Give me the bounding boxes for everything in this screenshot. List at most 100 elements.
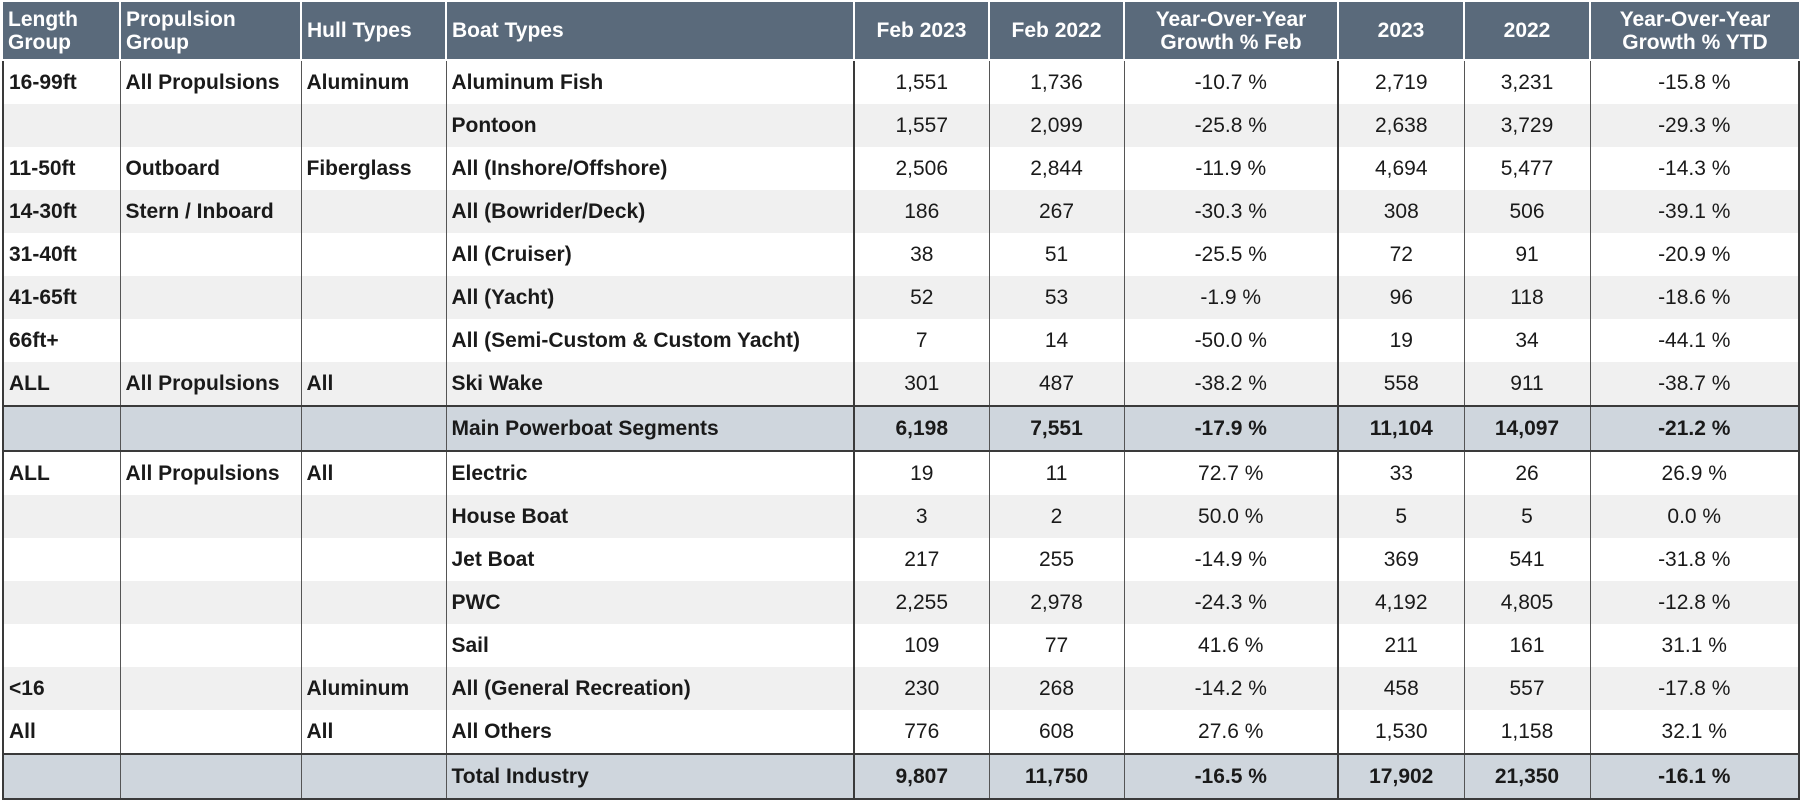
cell-feb-2023: 3: [854, 495, 990, 538]
cell-ytd-2022: 34: [1464, 319, 1591, 362]
cell-ytd-2023: 96: [1338, 276, 1465, 319]
summary-row: Total Industry 9,807 11,750 -16.5 % 17,902 21…: [2, 753, 1800, 800]
cell-hull-type: Aluminum: [301, 60, 447, 104]
cell-feb-2022: 53: [989, 276, 1125, 319]
cell-yoy-growth-ytd: -29.3 %: [1590, 104, 1800, 147]
cell-ytd-2022: 14,097: [1464, 405, 1591, 452]
table-row: 41-65ft All (Yacht) 52 53 -1.9 % 96 118 -18.6 %: [2, 276, 1800, 319]
cell-ytd-2023: 558: [1338, 362, 1465, 406]
cell-ytd-2022: 3,729: [1464, 104, 1591, 147]
cell-ytd-2023: 2,719: [1338, 60, 1465, 104]
cell-feb-2023: 217: [854, 538, 990, 581]
cell-hull-type: All: [301, 362, 447, 406]
cell-length-group: 16-99ft: [2, 60, 121, 104]
cell-yoy-growth-feb: -14.2 %: [1124, 667, 1339, 710]
cell-hull-type: Aluminum: [301, 667, 447, 710]
cell-ytd-2023: 72: [1338, 233, 1465, 276]
cell-yoy-growth-ytd: 0.0 %: [1590, 495, 1800, 538]
cell-yoy-growth-ytd: -39.1 %: [1590, 190, 1800, 233]
cell-yoy-growth-feb: -17.9 %: [1124, 405, 1339, 452]
cell-propulsion-group: All Propulsions: [120, 60, 302, 104]
cell-propulsion-group: [120, 104, 302, 147]
cell-feb-2022: 268: [989, 667, 1125, 710]
cell-ytd-2022: 506: [1464, 190, 1591, 233]
cell-feb-2022: 7,551: [989, 405, 1125, 452]
cell-hull-type: [301, 276, 447, 319]
cell-hull-type: [301, 581, 447, 624]
cell-feb-2022: 487: [989, 362, 1125, 406]
cell-hull-type: [301, 319, 447, 362]
cell-length-group: ALL: [2, 451, 121, 495]
cell-ytd-2023: 19: [1338, 319, 1465, 362]
header-propulsion-group: Propulsion Group: [119, 2, 302, 61]
cell-yoy-growth-feb: -10.7 %: [1124, 60, 1339, 104]
cell-propulsion-group: [120, 667, 302, 710]
cell-propulsion-group: [120, 233, 302, 276]
cell-feb-2023: 109: [854, 624, 990, 667]
table-row: Jet Boat 217 255 -14.9 % 369 541 -31.8 %: [2, 538, 1800, 581]
cell-ytd-2022: 118: [1464, 276, 1591, 319]
cell-length-group: All: [2, 710, 121, 754]
cell-yoy-growth-ytd: -44.1 %: [1590, 319, 1800, 362]
cell-ytd-2022: 911: [1464, 362, 1591, 406]
cell-length-group: 11-50ft: [2, 147, 121, 190]
cell-feb-2023: 19: [854, 451, 990, 495]
cell-yoy-growth-feb: -24.3 %: [1124, 581, 1339, 624]
cell-ytd-2023: 308: [1338, 190, 1465, 233]
cell-propulsion-group: All Propulsions: [120, 451, 302, 495]
header-2022: 2022: [1463, 2, 1591, 61]
cell-feb-2023: 52: [854, 276, 990, 319]
table-row: Pontoon 1,557 2,099 -25.8 % 2,638 3,729 -29.3 …: [2, 104, 1800, 147]
cell-ytd-2023: 2,638: [1338, 104, 1465, 147]
header-hull-types: Hull Types: [300, 2, 447, 61]
cell-yoy-growth-feb: 72.7 %: [1124, 451, 1339, 495]
cell-boat-type: Electric: [446, 451, 855, 495]
cell-propulsion-group: Stern / Inboard: [120, 190, 302, 233]
cell-feb-2023: 1,557: [854, 104, 990, 147]
cell-length-group: 31-40ft: [2, 233, 121, 276]
header-yoy-growth-ytd: Year-Over-Year Growth % YTD: [1589, 2, 1799, 61]
table-row: 31-40ft All (Cruiser) 38 51 -25.5 % 72 91 -20.9…: [2, 233, 1800, 276]
cell-propulsion-group: [120, 624, 302, 667]
cell-yoy-growth-feb: -1.9 %: [1124, 276, 1339, 319]
cell-hull-type: Fiberglass: [301, 147, 447, 190]
cell-hull-type: [301, 495, 447, 538]
cell-yoy-growth-ytd: -16.1 %: [1590, 753, 1800, 800]
cell-boat-type: Ski Wake: [446, 362, 855, 406]
cell-feb-2022: 14: [989, 319, 1125, 362]
cell-ytd-2023: 369: [1338, 538, 1465, 581]
cell-yoy-growth-feb: -11.9 %: [1124, 147, 1339, 190]
table-row: House Boat 3 2 50.0 % 5 5 0.0 %: [2, 495, 1800, 538]
cell-feb-2023: 776: [854, 710, 990, 754]
cell-feb-2023: 1,551: [854, 60, 990, 104]
cell-feb-2022: 2: [989, 495, 1125, 538]
cell-ytd-2022: 5: [1464, 495, 1591, 538]
table-row: 66ft+ All (Semi-Custom & Custom Yacht) 7 14…: [2, 319, 1800, 362]
cell-feb-2023: 186: [854, 190, 990, 233]
cell-feb-2023: 7: [854, 319, 990, 362]
cell-boat-type: Aluminum Fish: [446, 60, 855, 104]
cell-yoy-growth-ytd: 32.1 %: [1590, 710, 1800, 754]
cell-hull-type: [301, 104, 447, 147]
cell-length-group: [2, 538, 121, 581]
cell-feb-2022: 2,844: [989, 147, 1125, 190]
cell-ytd-2022: 5,477: [1464, 147, 1591, 190]
cell-ytd-2022: 557: [1464, 667, 1591, 710]
cell-propulsion-group: All Propulsions: [120, 362, 302, 406]
cell-length-group: [2, 753, 121, 800]
cell-ytd-2022: 4,805: [1464, 581, 1591, 624]
cell-boat-type: Sail: [446, 624, 855, 667]
cell-propulsion-group: [120, 753, 302, 800]
table-row: 11-50ft Outboard Fiberglass All (Inshore/Of…: [2, 147, 1800, 190]
cell-propulsion-group: [120, 710, 302, 754]
cell-boat-type: Main Powerboat Segments: [446, 405, 855, 452]
cell-yoy-growth-feb: 50.0 %: [1124, 495, 1339, 538]
cell-yoy-growth-ytd: 26.9 %: [1590, 451, 1800, 495]
cell-propulsion-group: [120, 495, 302, 538]
cell-yoy-growth-feb: -16.5 %: [1124, 753, 1339, 800]
cell-ytd-2023: 17,902: [1338, 753, 1465, 800]
cell-hull-type: [301, 405, 447, 452]
cell-propulsion-group: [120, 538, 302, 581]
table-row: <16 Aluminum All (General Recreation) 230 26…: [2, 667, 1800, 710]
